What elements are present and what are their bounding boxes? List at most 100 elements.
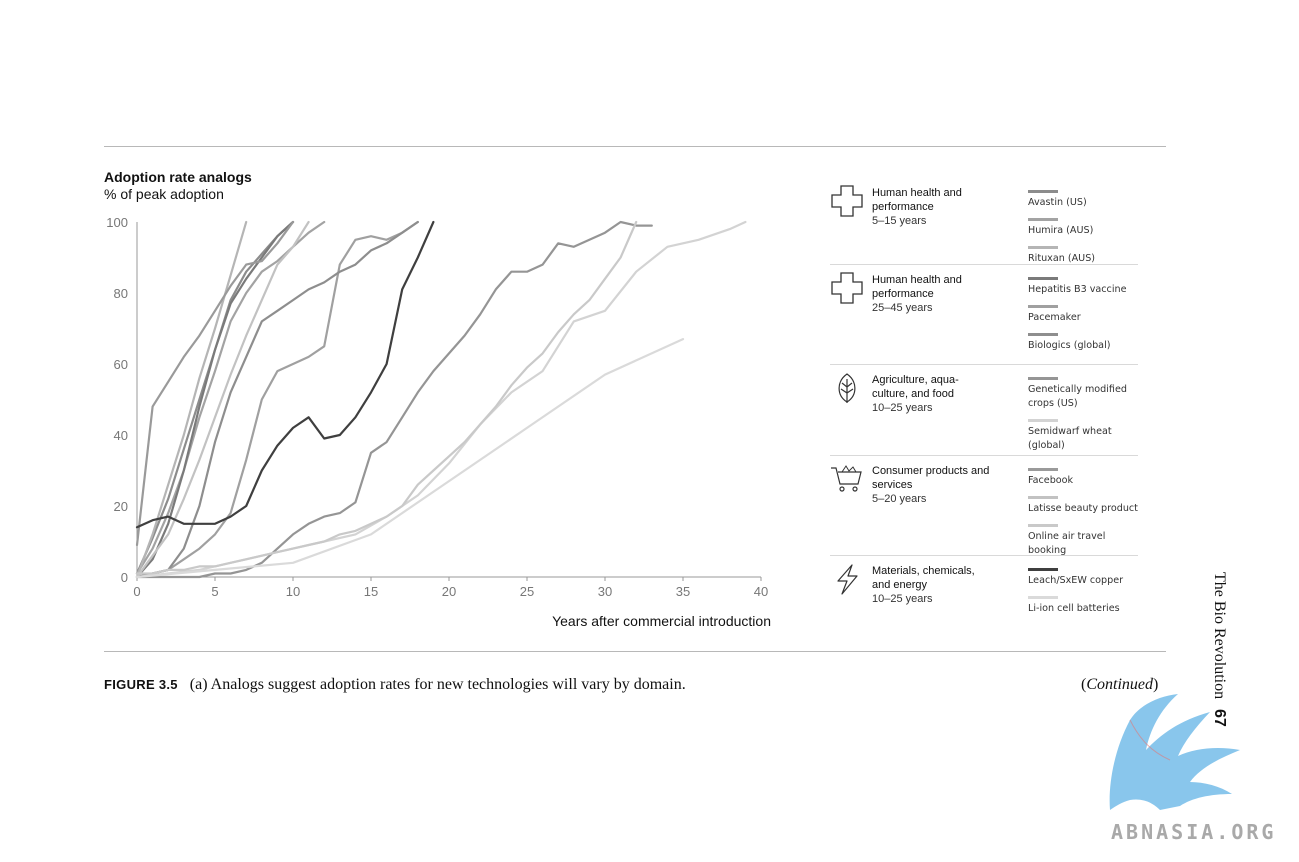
series-line-rituxan-aus (135, 220, 248, 579)
x-tick-label: 25 (520, 584, 534, 599)
x-tick-label: 20 (442, 584, 456, 599)
legend-swatch (1028, 496, 1058, 499)
legend-item-label: Genetically modified crops (US) (1028, 384, 1127, 409)
y-tick-label: 100 (106, 215, 128, 230)
legend-domain-years: 10–25 years (872, 402, 933, 414)
legend-item: Leach/SxEW copper (1028, 564, 1140, 588)
legend-item-label: Li-ion cell batteries (1028, 603, 1120, 614)
series-line-latisse-beauty-product (135, 220, 310, 579)
y-tick-label: 0 (121, 570, 128, 585)
legend-domain-years: 25–45 years (872, 302, 933, 314)
legend-item: Semidwarf wheat (global) (1028, 415, 1140, 453)
legend-item: Avastin (US) (1028, 186, 1140, 210)
series-line-genetically-modified-crops-us (135, 220, 653, 579)
legend-item: Humira (AUS) (1028, 214, 1140, 238)
legend-swatch (1028, 468, 1058, 471)
x-tick-label: 15 (364, 584, 378, 599)
legend-item-label: Semidwarf wheat (global) (1028, 426, 1112, 451)
series-line-leach-sxew-copper (135, 220, 435, 529)
legend-item-label: Online air travel booking (1028, 531, 1106, 556)
legend-item-label: Avastin (US) (1028, 197, 1087, 208)
legend-domain-label: Consumer products and services 5–20 years (872, 464, 992, 506)
legend-group: Agriculture, aqua-culture, and food 10–25… (830, 365, 1138, 456)
chart-axes: 0 20 40 60 80 100 0 5 10 15 20 25 30 35 40 (106, 215, 768, 599)
legend-domain-name: Consumer products and services (872, 465, 990, 491)
chart-series (135, 220, 747, 579)
x-tick-label: 40 (754, 584, 768, 599)
bottom-rule (104, 651, 1166, 652)
legend-swatch (1028, 419, 1058, 422)
legend-item-label: Biologics (global) (1028, 340, 1111, 351)
leaf-icon (830, 371, 864, 405)
legend-item: Pacemaker (1028, 301, 1140, 325)
y-tick-label: 80 (114, 286, 128, 301)
continued-note: (Continued) (1081, 676, 1159, 693)
chart-title: Adoption rate analogs (104, 169, 252, 185)
legend-item-label: Facebook (1028, 475, 1074, 486)
legend-group: Consumer products and services 5–20 years… (830, 456, 1138, 556)
legend-group: Human health and performance 5–15 years Av… (830, 178, 1138, 265)
x-tick-label: 10 (286, 584, 300, 599)
legend-item: Li-ion cell batteries (1028, 592, 1140, 616)
lightning-icon (830, 562, 864, 596)
series-line-biologics-global (135, 220, 419, 579)
legend-domain-name: Human health and performance (872, 274, 962, 300)
legend-swatch (1028, 377, 1058, 380)
legend-domain-name: Human health and performance (872, 187, 962, 213)
legend-swatch (1028, 568, 1058, 571)
series-line-online-air-travel-booking (135, 220, 638, 575)
legend-item: Latisse beauty product (1028, 492, 1140, 516)
legend-domain-label: Materials, chemicals, and energy 10–25 ye… (872, 564, 992, 606)
shopping-cart-icon (830, 462, 864, 496)
legend-swatch (1028, 218, 1058, 221)
series-line-avastin-us (135, 220, 295, 575)
running-head: The Bio Revolution 67 (1210, 572, 1228, 727)
x-tick-label: 30 (598, 584, 612, 599)
legend-swatch (1028, 596, 1058, 599)
series-line-hepatitis-b3-vaccine (135, 220, 295, 579)
x-tick-label: 5 (211, 584, 218, 599)
legend-item-label: Rituxan (AUS) (1028, 253, 1096, 264)
legend-item-label: Leach/SxEW copper (1028, 575, 1124, 586)
y-tick-label: 60 (114, 357, 128, 372)
legend-domain-label: Human health and performance 25–45 years (872, 273, 992, 315)
y-tick-label: 20 (114, 499, 128, 514)
legend-item: Biologics (global) (1028, 329, 1140, 353)
legend-item-label: Hepatitis B3 vaccine (1028, 284, 1127, 295)
plus-cross-icon (830, 184, 864, 218)
chart-subtitle: % of peak adoption (104, 186, 224, 202)
legend-item: Online air travel booking (1028, 520, 1140, 558)
legend-domain-name: Agriculture, aqua-culture, and food (872, 374, 959, 400)
legend-item-label: Pacemaker (1028, 312, 1081, 323)
legend-swatch (1028, 277, 1058, 280)
watermark-text: ABNASIA.ORG (1111, 820, 1277, 844)
series-line-li-ion-cell-batteries (135, 338, 685, 579)
legend-swatch (1028, 305, 1058, 308)
x-tick-label: 35 (676, 584, 690, 599)
chart-legend: Human health and performance 5–15 years Av… (830, 178, 1138, 626)
legend-swatch (1028, 333, 1058, 336)
adoption-line-chart: 0 20 40 60 80 100 0 5 10 15 20 25 30 35 40 Years after… (106, 215, 771, 629)
legend-domain-years: 10–25 years (872, 593, 933, 605)
legend-domain-name: Materials, chemicals, and energy (872, 565, 975, 591)
legend-swatch (1028, 524, 1058, 527)
legend-item-label: Humira (AUS) (1028, 225, 1094, 236)
plus-cross-icon (830, 271, 864, 305)
legend-swatch (1028, 190, 1058, 193)
legend-item: Facebook (1028, 464, 1140, 488)
legend-group: Materials, chemicals, and energy 10–25 ye… (830, 556, 1138, 626)
legend-domain-label: Agriculture, aqua-culture, and food 10–25… (872, 373, 992, 415)
legend-item: Rituxan (AUS) (1028, 242, 1140, 266)
figure-caption-text: (a) Analogs suggest adoption rates for n… (189, 676, 686, 693)
legend-swatch (1028, 246, 1058, 249)
legend-item-label: Latisse beauty product (1028, 503, 1138, 514)
legend-domain-years: 5–20 years (872, 493, 927, 505)
series-line-pacemaker (135, 220, 419, 579)
page-number: 67 (1211, 709, 1228, 727)
legend-group: Human health and performance 25–45 years H… (830, 265, 1138, 365)
legend-domain-years: 5–15 years (872, 215, 927, 227)
book-title: The Bio Revolution (1211, 572, 1228, 700)
x-tick-label: 0 (133, 584, 140, 599)
legend-domain-label: Human health and performance 5–15 years (872, 186, 992, 228)
x-axis-title: Years after commercial introduction (552, 613, 771, 629)
